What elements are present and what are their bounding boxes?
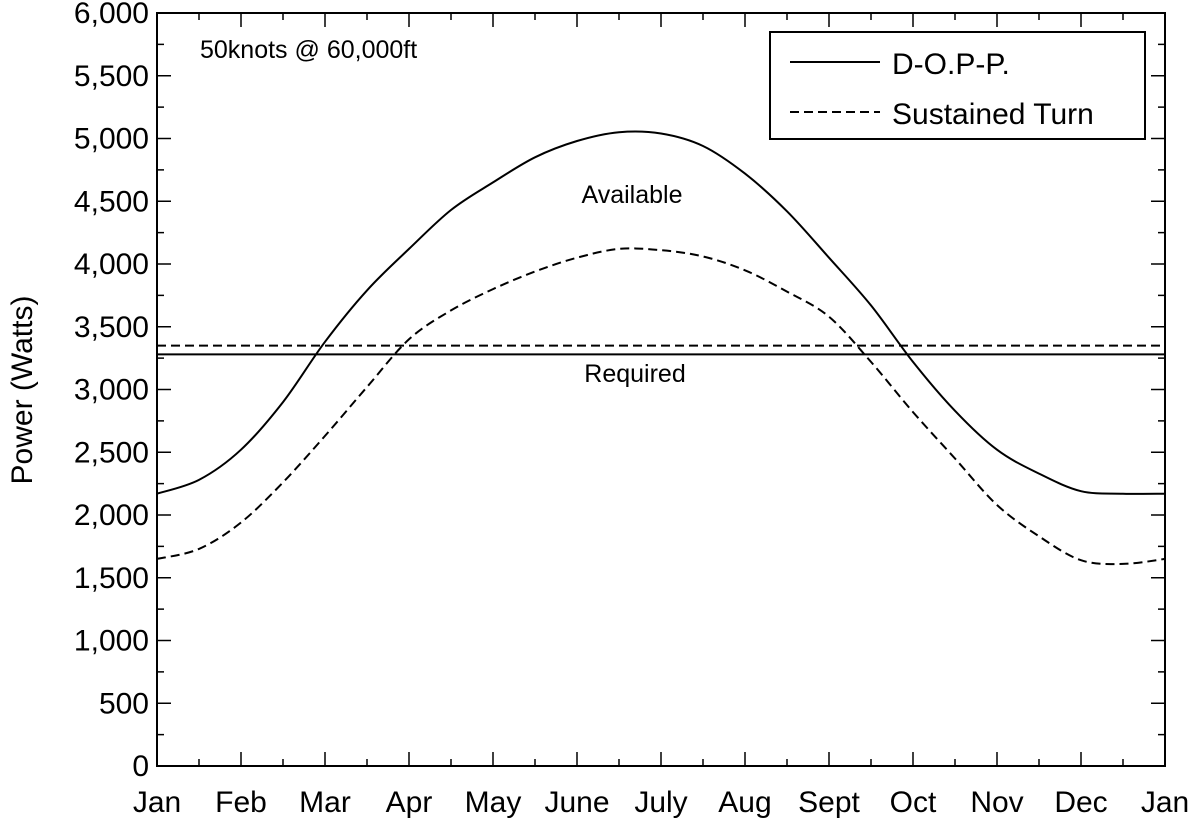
legend-box <box>769 31 1146 140</box>
legend-label-dopp: D-O.P-P. <box>892 48 1010 81</box>
x-tick-label: Nov <box>970 786 1023 819</box>
condition-annotation: 50knots @ 60,000ft <box>200 36 417 64</box>
x-tick-label: June <box>544 786 609 819</box>
x-tick-label: Jan <box>133 786 181 819</box>
x-tick-label: Feb <box>215 786 267 819</box>
y-tick-label: 5,000 <box>74 123 149 156</box>
x-tick-label: Jan <box>1141 786 1189 819</box>
x-tick-label: July <box>634 786 687 819</box>
y-tick-label: 0 <box>132 750 149 783</box>
x-tick-label: Apr <box>386 786 433 819</box>
y-tick-label: 6,000 <box>74 0 149 30</box>
x-tick-label: Oct <box>890 786 937 819</box>
y-tick-label: 3,500 <box>74 311 149 344</box>
available-annotation: Available <box>581 181 682 209</box>
available-line-dopp <box>156 130 1166 495</box>
x-tick-label: May <box>465 786 522 819</box>
required-annotation: Required <box>584 360 685 388</box>
y-tick-label: 5,500 <box>74 60 149 93</box>
plot-frame <box>156 12 1166 767</box>
y-axis-ticks: 0 500 1,000 1,500 2,000 2,500 3,000 3,500 4,000 4… <box>74 0 1165 783</box>
y-tick-label: 500 <box>99 687 149 720</box>
x-axis-ticks: Jan Feb Mar Apr May June July Aug Sept Oct Nov Dec J… <box>133 13 1189 819</box>
y-tick-label: 4,000 <box>74 248 149 281</box>
legend: D-O.P-P. Sustained Turn <box>769 31 1146 140</box>
y-tick-label: 4,500 <box>74 185 149 218</box>
y-tick-label: 3,000 <box>74 374 149 407</box>
y-tick-label: 1,000 <box>74 625 149 658</box>
y-axis-title: Power (Watts) <box>6 296 39 485</box>
x-tick-label: Dec <box>1054 786 1107 819</box>
x-tick-label: Mar <box>299 786 351 819</box>
y-tick-label: 2,500 <box>74 436 149 469</box>
available-line-sustained-turn <box>156 247 1166 566</box>
x-tick-label: Sept <box>798 786 860 819</box>
series-lines <box>156 130 1166 566</box>
x-tick-label: Aug <box>718 786 771 819</box>
y-tick-label: 2,000 <box>74 499 149 532</box>
legend-label-sustained-turn: Sustained Turn <box>892 98 1094 131</box>
y-tick-label: 1,500 <box>74 562 149 595</box>
